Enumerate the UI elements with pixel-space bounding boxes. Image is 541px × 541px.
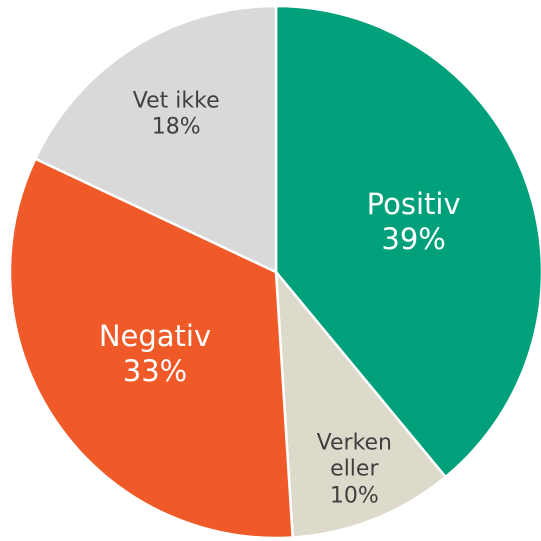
pie-slice xyxy=(274,268,448,539)
slice-label: Positiv 39% xyxy=(334,188,494,258)
slice-label: Negativ 33% xyxy=(75,319,235,389)
category-label: Vet ikke xyxy=(132,88,220,114)
category-label: Negativ xyxy=(98,319,212,354)
category-label: Positiv xyxy=(366,187,461,222)
category-label: Verken eller xyxy=(316,430,392,482)
value-label: 18% xyxy=(151,114,201,140)
pie-slice xyxy=(274,4,541,479)
value-label: 39% xyxy=(381,222,446,257)
slice-label: Vet ikke 18% xyxy=(96,88,256,141)
pie-slice xyxy=(33,4,278,274)
value-label: 10% xyxy=(329,483,379,509)
value-label: 33% xyxy=(122,354,188,389)
pie-slice xyxy=(8,157,295,540)
slice-label: Verken eller 10% xyxy=(309,430,399,509)
